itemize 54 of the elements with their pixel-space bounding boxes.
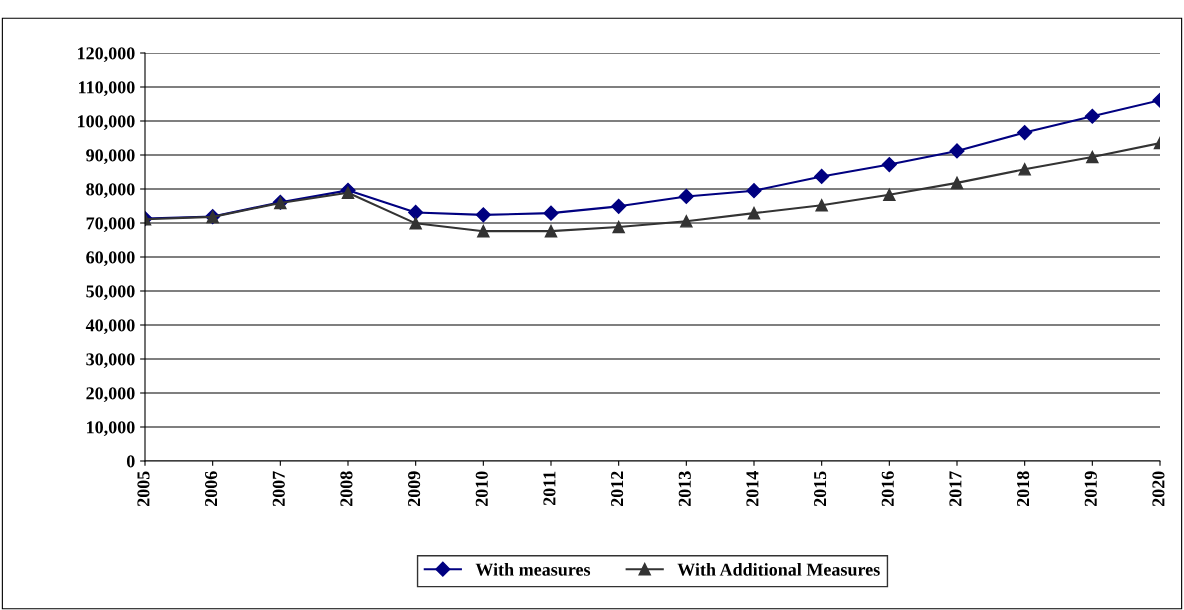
point (1018, 163, 1031, 176)
point (477, 224, 490, 238)
point (815, 199, 828, 212)
x-tick-label: 2019 (1084, 471, 1097, 507)
y-tick-label: 100,000 (78, 115, 135, 131)
y-tick-label: 70,000 (86, 217, 135, 233)
y-tick-label: 80,000 (86, 183, 135, 199)
point (678, 188, 694, 205)
point (1084, 108, 1100, 124)
point (881, 156, 897, 173)
point (747, 206, 761, 220)
point (746, 183, 762, 199)
point (408, 204, 424, 221)
point (883, 188, 896, 202)
x-tick-label: 2018 (1017, 471, 1030, 507)
y-tick-label: 90,000 (86, 149, 135, 165)
y-tick-label: 40,000 (85, 319, 135, 335)
x-tick-label: 2009 (408, 471, 421, 507)
y-tick-label: 60,000 (86, 251, 135, 267)
y-tick-label: 120,000 (78, 47, 135, 63)
y-tick-label: 110,000 (79, 81, 135, 97)
x-tick-label: 2007 (272, 471, 285, 507)
legend-label: With measures (475, 563, 591, 576)
point (409, 217, 422, 230)
x-tick-label: 2005 (137, 471, 150, 507)
x-tick-label: 2011 (543, 471, 556, 506)
y-tick-label: 0 (126, 455, 135, 468)
x-tick-label: 2010 (475, 471, 488, 507)
x-tick-label: 2015 (814, 471, 827, 507)
x-tick-label: 2006 (205, 471, 218, 507)
x-tick-label: 2016 (881, 471, 894, 507)
point (543, 205, 559, 221)
point (949, 143, 965, 159)
point (814, 168, 830, 184)
x-tick-label: 2020 (1152, 471, 1165, 507)
y-tick-label: 20,000 (86, 387, 135, 403)
point (341, 186, 355, 199)
point (950, 176, 964, 190)
legend-label: With Additional Measures (677, 563, 880, 576)
y-tick-label: 30,000 (86, 353, 135, 369)
x-tick-label: 2017 (949, 471, 962, 507)
point (544, 224, 558, 238)
x-tick-label: 2013 (678, 471, 691, 507)
y-tick-label: 50,000 (86, 285, 135, 301)
point (611, 198, 627, 214)
point (1017, 124, 1033, 141)
x-tick-label: 2014 (746, 471, 759, 507)
y-tick-label: 10,000 (87, 421, 135, 437)
point (612, 220, 625, 234)
x-tick-label: 2012 (611, 471, 624, 507)
point (1086, 150, 1099, 164)
point (680, 215, 693, 228)
x-tick-label: 2008 (340, 471, 353, 507)
point (475, 207, 491, 223)
